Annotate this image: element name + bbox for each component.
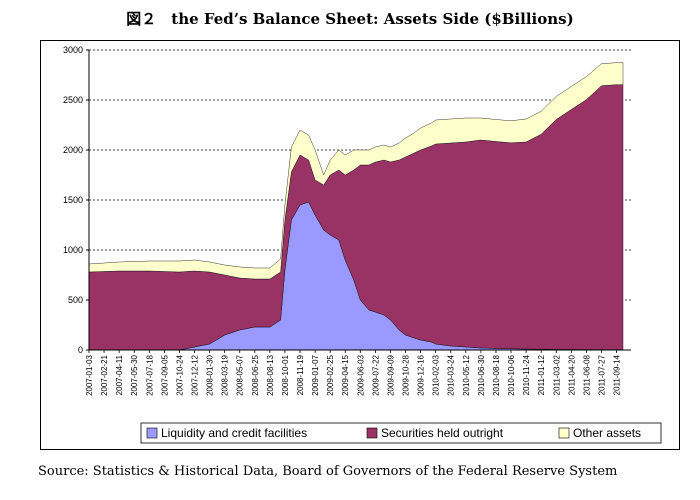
x-tick-label: 2010-03-24 bbox=[447, 354, 456, 395]
x-tick-label: 2011-06-08 bbox=[582, 354, 591, 395]
x-tick-label: 2007-04-11 bbox=[115, 354, 124, 395]
x-tick-label: 2011-04-20 bbox=[567, 354, 576, 395]
balance-sheet-chart: 0 500 1000 1500 2000 2500 3000 2007-01-03 2007-0… bbox=[63, 45, 662, 444]
x-tick-label: 2009-02-25 bbox=[326, 354, 335, 395]
x-tick-label: 2009-09-09 bbox=[387, 354, 396, 395]
x-tick-label: 2007-01-03 bbox=[85, 354, 94, 395]
x-tick-label: 2008-10-01 bbox=[281, 354, 290, 395]
x-tick-label: 2007-05-30 bbox=[130, 354, 139, 395]
x-tick-label: 2008-08-13 bbox=[266, 354, 275, 395]
x-tick-label: 2008-01-30 bbox=[206, 354, 215, 395]
legend-swatch bbox=[366, 427, 378, 439]
x-tick-label: 2007-07-18 bbox=[145, 354, 154, 395]
x-tick-label: 2009-10-28 bbox=[402, 354, 411, 395]
chart-title: 図２ the Fed’s Balance Sheet: Assets Side … bbox=[126, 10, 574, 28]
x-tick-label: 2009-01-07 bbox=[311, 354, 320, 395]
x-tick-label: 2010-08-18 bbox=[492, 354, 501, 395]
y-tick-label: 2500 bbox=[63, 95, 83, 105]
x-tick-label: 2011-01-12 bbox=[537, 354, 546, 395]
x-tick-label: 2009-04-15 bbox=[341, 354, 350, 395]
x-tick-label: 2011-09-14 bbox=[613, 354, 622, 395]
y-tick-label: 1500 bbox=[63, 195, 83, 205]
legend-swatch bbox=[146, 427, 158, 439]
x-tick-label: 2008-05-07 bbox=[236, 354, 245, 395]
y-tick-label: 3000 bbox=[63, 45, 83, 55]
y-tick-label: 0 bbox=[78, 345, 83, 355]
legend-swatch bbox=[558, 427, 570, 439]
x-tick-label: 2010-11-24 bbox=[522, 354, 531, 395]
x-tick-label: 2007-09-05 bbox=[160, 354, 169, 395]
x-tick-label: 2007-12-12 bbox=[191, 354, 200, 395]
x-tick-label: 2008-06-25 bbox=[251, 354, 260, 395]
legend-box bbox=[140, 422, 662, 444]
legend-label: Other assets bbox=[573, 426, 641, 440]
x-tick-label: 2007-10-24 bbox=[175, 354, 184, 395]
series-area-3 bbox=[88, 62, 624, 280]
y-tick-label: 500 bbox=[68, 295, 83, 305]
x-tick-label: 2011-03-02 bbox=[552, 354, 561, 395]
chart-source: Source: Statistics & Historical Data, Bo… bbox=[38, 464, 618, 479]
x-tick-label: 2007-02-21 bbox=[100, 354, 109, 395]
x-tick-label: 2008-03-19 bbox=[221, 354, 230, 395]
legend-label: Securities held outright bbox=[381, 426, 504, 440]
x-tick-label: 2009-07-22 bbox=[371, 354, 380, 395]
x-tick-label: 2010-02-03 bbox=[432, 354, 441, 395]
y-tick-label: 1000 bbox=[63, 245, 83, 255]
x-tick-label: 2010-05-12 bbox=[462, 354, 471, 395]
y-tick-label: 2000 bbox=[63, 145, 83, 155]
x-tick-label: 2010-06-30 bbox=[477, 354, 486, 395]
chart-frame: 0 500 1000 1500 2000 2500 3000 2007-01-03 2007-0… bbox=[40, 40, 680, 450]
legend-label: Liquidity and credit facilities bbox=[161, 426, 307, 440]
x-tick-label: 2009-12-16 bbox=[417, 354, 426, 395]
x-tick-label: 2009-06-03 bbox=[356, 354, 365, 395]
x-tick-label: 2008-11-19 bbox=[296, 354, 305, 395]
x-tick-label: 2010-10-06 bbox=[507, 354, 516, 395]
x-tick-label: 2011-07-27 bbox=[598, 354, 607, 395]
